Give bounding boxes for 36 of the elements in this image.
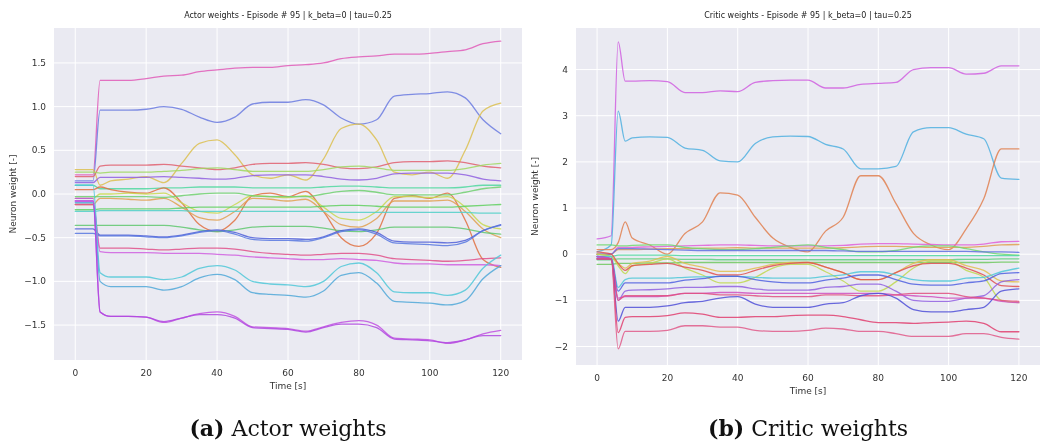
x-tick-label: 40 (211, 368, 224, 378)
y-tick-label: −1.5 (24, 320, 46, 331)
x-tick-label: 80 (353, 368, 365, 378)
y-tick-label: −1 (554, 295, 568, 306)
text: (a) Actor weights (189, 415, 387, 441)
x-tick-label: 40 (731, 373, 744, 383)
y-axis-title: Neuron weight [-] (8, 154, 18, 234)
x-tick-label: 0 (594, 373, 601, 383)
chart-title: Critic weights - Episode # 95 | k_beta=0 | tau=0.25 (704, 11, 912, 20)
y-tick-label: 1 (562, 203, 568, 214)
x-tick-label: 20 (140, 368, 153, 378)
y-tick-label: −2 (554, 341, 568, 352)
x-tick-label: 120 (492, 368, 510, 378)
y-tick-label: 4 (562, 64, 569, 75)
y-tick-label: 3 (562, 110, 568, 121)
chart-title: Actor weights - Episode # 95 | k_beta=0 | tau=0.25 (184, 11, 392, 20)
x-tick-label: 20 (661, 373, 674, 383)
y-tick-label: 0.5 (31, 145, 46, 156)
x-tick-label: 60 (802, 373, 814, 383)
y-tick-label: 0.0 (31, 189, 47, 199)
y-tick-label: 1.0 (31, 101, 47, 112)
x-tick-label: 80 (872, 373, 885, 383)
y-tick-label: 2 (562, 156, 568, 167)
x-tick-label: 100 (421, 368, 439, 378)
x-tick-label: 60 (282, 368, 294, 378)
y-tick-label: 0 (562, 249, 569, 260)
x-axis-title: Time [s] (268, 381, 307, 391)
y-axis-title: Neuron weight [-] (530, 156, 540, 237)
x-tick-label: 120 (1010, 373, 1028, 383)
x-axis-title: Time [s] (788, 386, 827, 396)
y-tick-label: −1.0 (24, 276, 47, 287)
y-tick-label: −0.5 (24, 232, 46, 243)
text: (b) Critic weights (707, 415, 909, 441)
x-tick-label: 0 (72, 368, 79, 378)
y-tick-label: 1.5 (31, 57, 46, 68)
x-tick-label: 100 (940, 373, 958, 383)
